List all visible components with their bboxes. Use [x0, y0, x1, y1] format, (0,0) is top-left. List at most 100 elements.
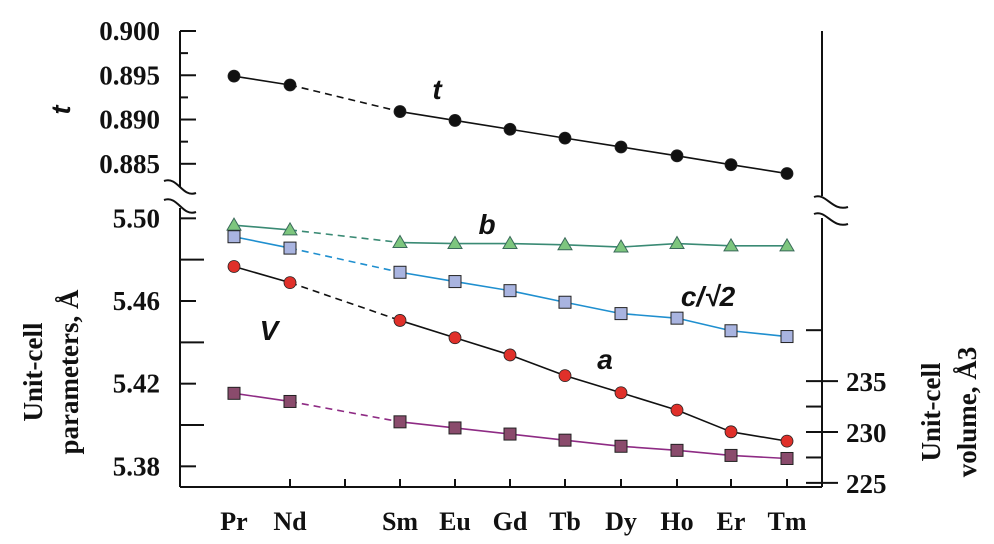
left-axis-title-line2: parameters, Å [54, 289, 84, 454]
x-tick-label: Pr [220, 507, 247, 536]
top-panel-tick-label: 0.895 [99, 60, 160, 90]
series-c2-point [227, 230, 241, 244]
series-t-point [393, 105, 407, 118]
series-labels: t b c/√2 a V [260, 74, 736, 375]
top-panel-tick-label: 0.900 [99, 16, 160, 46]
x-tick-label: Nd [273, 507, 307, 536]
series-c2-point [448, 275, 462, 289]
left-axis-tick-label: 5.46 [113, 286, 160, 316]
series-c2-line-segment [399, 271, 456, 283]
series-c2-line-segment [730, 329, 788, 338]
series-V-line-segment [399, 421, 456, 429]
series-lines [233, 75, 788, 460]
series-a-line-segment [730, 431, 788, 442]
series-b-point [723, 237, 739, 252]
series-V-point [724, 448, 738, 462]
x-tick-label: Tb [549, 507, 581, 536]
axes-frame [163, 31, 849, 488]
series-V-point [448, 421, 462, 435]
series-V-point [503, 427, 517, 441]
series-t-point [283, 78, 297, 92]
series-a-point [393, 314, 407, 327]
series-t-point [558, 131, 572, 145]
series-c2-point [614, 307, 628, 321]
top-panel-tick-label: 0.885 [99, 149, 160, 179]
series-c2-point [283, 241, 297, 255]
series-V-point [227, 386, 241, 400]
series-V-point [393, 415, 407, 429]
left-axis-break [163, 179, 197, 214]
series-a-line-segment [620, 391, 678, 411]
series-c2-line-segment [676, 317, 732, 332]
series-t-line-segment [730, 163, 788, 175]
series-b-point [282, 221, 298, 236]
series-c2-point [780, 330, 794, 344]
series-a-line-segment [509, 354, 566, 377]
series-t-line-segment [676, 155, 732, 166]
series-t-line-segment [289, 84, 401, 113]
x-tick-label: Tm [768, 507, 807, 536]
x-tick-label: Gd [493, 507, 528, 536]
right-axis-tick-label: 230 [846, 418, 887, 448]
series-c2-line-segment [233, 235, 291, 249]
series-V-line-segment [233, 392, 291, 403]
series-V-point [283, 394, 297, 408]
series-a-point [780, 434, 794, 448]
series-a-point [448, 331, 462, 345]
series-t-line-segment [509, 128, 566, 139]
series-t-line-segment [233, 75, 291, 86]
series-t-point [503, 122, 517, 136]
series-V-point [558, 433, 572, 447]
left-axis-tick-label: 5.50 [113, 203, 160, 233]
top-panel-tick-label: 0.890 [99, 105, 160, 135]
series-V-point [670, 443, 684, 457]
series-V-line-segment [564, 439, 622, 448]
series-b-line-segment [399, 241, 456, 245]
series-V-point [780, 451, 794, 465]
ticks-layer: 0.900 0.895 0.890 0.885 5.50 5.46 5.42 5.38 235 2… [99, 16, 886, 536]
right-axis-tick-label: 225 [846, 469, 887, 499]
series-t-point [227, 69, 241, 83]
right-axis-title-line1: Unit-cell [916, 362, 946, 461]
series-V-line-segment [289, 400, 401, 423]
series-b-point [392, 234, 408, 249]
series-c2-point [558, 295, 572, 309]
series-label-t: t [432, 74, 443, 105]
series-V-line-segment [730, 454, 788, 460]
series-V-line-segment [620, 445, 678, 452]
series-markers [226, 69, 795, 465]
left-axis-tick-label: 5.38 [113, 451, 160, 481]
series-b-line-segment [233, 224, 291, 231]
series-b-line-segment [564, 243, 622, 248]
series-a-point [724, 425, 738, 439]
x-tick-label: Ho [660, 507, 693, 536]
series-label-V: V [260, 315, 281, 346]
series-a-point [227, 260, 241, 273]
right-axis-break [813, 195, 849, 226]
series-c2-line-segment [509, 289, 566, 304]
series-t-point [448, 114, 462, 127]
series-a-line-segment [676, 409, 732, 433]
series-c2-point [503, 284, 517, 298]
right-axis-title-line2: volume, Å3 [952, 347, 982, 478]
x-tick-label: Er [717, 507, 746, 536]
series-V-line-segment [454, 427, 511, 435]
series-b-point [226, 217, 242, 231]
x-tick-label: Eu [439, 507, 471, 536]
series-label-a: a [597, 344, 613, 375]
series-t-line-segment [454, 119, 511, 131]
series-c2-line-segment [289, 247, 401, 274]
series-t-line-segment [620, 146, 678, 157]
series-a-line-segment [399, 319, 456, 339]
series-a-line-segment [564, 374, 622, 394]
top-panel-ylabel: t [46, 105, 76, 115]
series-t-point [780, 167, 794, 180]
left-axis-title-line1: Unit-cell [18, 322, 48, 421]
series-t-line-segment [564, 137, 622, 148]
series-c2-line-segment [564, 301, 622, 315]
series-b-line-segment [289, 229, 401, 244]
series-label-c2: c/√2 [681, 281, 736, 312]
series-b-line-segment [509, 242, 566, 246]
series-b-point [557, 236, 573, 251]
series-c2-line-segment [620, 312, 678, 319]
